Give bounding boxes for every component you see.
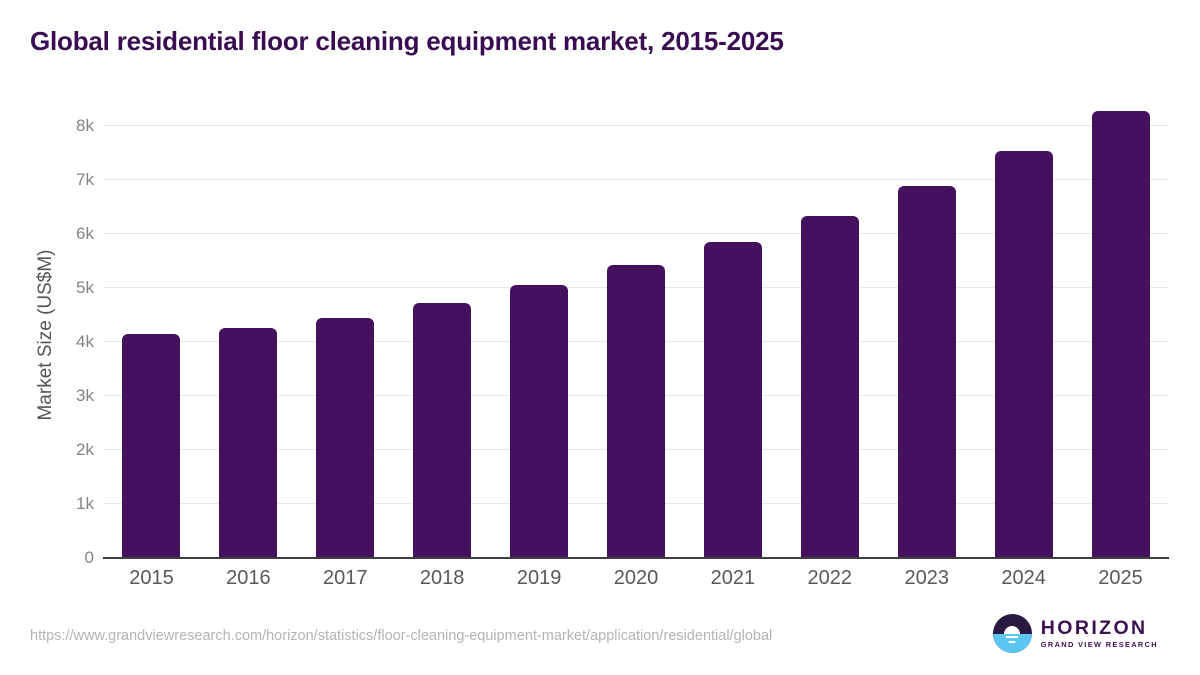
bar-slot xyxy=(878,96,975,558)
x-labels-row: 2015 2016 2017 2018 2019 2020 2021 2022 2023 2024… xyxy=(103,567,1169,590)
x-tick-label-2017: 2017 xyxy=(323,567,368,589)
horizon-logo: HORIZON GRAND VIEW RESEARCH xyxy=(992,614,1158,653)
y-tick-label: 4k xyxy=(76,332,94,351)
bar-slot xyxy=(975,96,1072,558)
bars-row xyxy=(103,96,1169,558)
plot-area: 0 1k 2k 3k 4k 5k 6k 7k 8k xyxy=(76,96,1169,567)
bar-2022 xyxy=(800,216,859,558)
x-axis-line xyxy=(103,557,1169,559)
bar-slot xyxy=(103,96,200,558)
y-tick-label: 8k xyxy=(76,116,94,135)
x-tick-label-2022: 2022 xyxy=(807,567,853,589)
bar-2017 xyxy=(316,318,375,558)
bar-slot xyxy=(394,96,491,558)
bar-2024 xyxy=(994,151,1053,558)
y-tick-label: 0 xyxy=(84,548,94,567)
gridline xyxy=(103,125,1169,126)
x-tick-label-2024: 2024 xyxy=(1001,567,1046,589)
bar-2023 xyxy=(897,186,956,558)
x-tick-label-2018: 2018 xyxy=(419,567,465,589)
bar-slot xyxy=(297,96,394,558)
x-tick-label-2019: 2019 xyxy=(516,567,562,589)
source-url: https://www.grandviewresearch.com/horizo… xyxy=(30,628,773,644)
bar-2016 xyxy=(219,328,278,558)
logo-subtitle: GRAND VIEW RESEARCH xyxy=(1040,640,1158,649)
reflection-dash xyxy=(1008,640,1016,644)
gridline xyxy=(103,179,1169,180)
y-tick-label: 3k xyxy=(76,386,94,405)
x-tick-label-2020: 2020 xyxy=(613,567,659,589)
x-tick-label-2015: 2015 xyxy=(129,567,174,589)
y-tick-label: 7k xyxy=(76,170,94,189)
logo-name: HORIZON xyxy=(1040,617,1148,639)
x-tick-label-2016: 2016 xyxy=(226,567,271,589)
x-tick-label-2021: 2021 xyxy=(710,567,756,589)
horizon-logo-icon xyxy=(992,614,1032,653)
bar-slot xyxy=(588,96,685,558)
bar-2019 xyxy=(510,285,569,558)
chart-title: Global residential floor cleaning equipm… xyxy=(30,26,784,56)
bar-slot xyxy=(491,96,588,558)
bar-slot xyxy=(684,96,781,558)
reflection-dash xyxy=(1005,635,1019,639)
bar-2018 xyxy=(413,303,472,558)
bar-2021 xyxy=(703,242,762,558)
y-tick-label: 2k xyxy=(76,440,94,459)
gridline xyxy=(103,233,1169,234)
x-tick-label-2023: 2023 xyxy=(904,567,949,589)
bar-slot xyxy=(781,96,878,558)
bar-2025 xyxy=(1091,111,1150,558)
bar-2015 xyxy=(122,334,181,558)
y-tick-label: 5k xyxy=(76,278,94,297)
bar-2020 xyxy=(606,265,665,558)
y-tick-label: 6k xyxy=(76,224,94,243)
x-tick-label-2025: 2025 xyxy=(1098,567,1143,589)
y-tick-label: 1k xyxy=(76,494,94,513)
bar-slot xyxy=(1072,96,1169,558)
water-shape xyxy=(992,633,1032,653)
bar-slot xyxy=(200,96,297,558)
